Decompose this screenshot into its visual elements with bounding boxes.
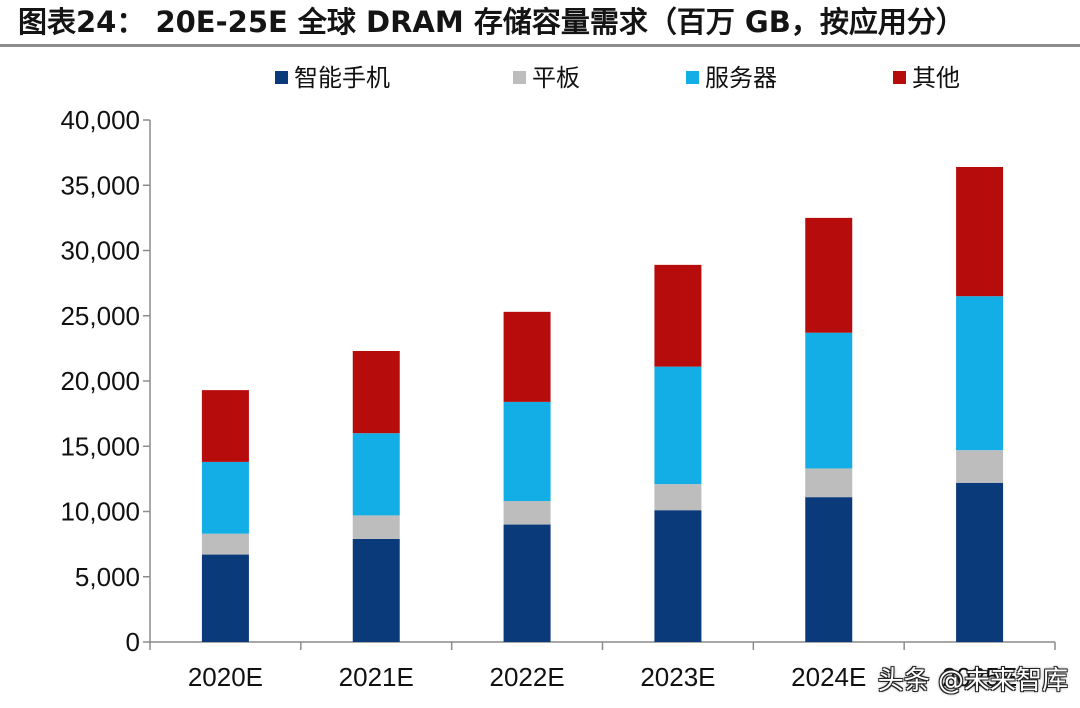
- legend-swatch: [893, 71, 906, 84]
- bar-segment: [805, 332, 853, 469]
- y-tick-label: 30,000: [60, 236, 140, 266]
- bar-segment: [352, 538, 400, 642]
- bar-segment: [956, 166, 1004, 297]
- bar-segment: [805, 217, 853, 333]
- bar-segment: [503, 401, 551, 502]
- watermark: 头条 @未来智库: [878, 660, 1068, 697]
- x-tick-label: 2023E: [640, 662, 715, 692]
- legend-label: 服务器: [705, 64, 777, 92]
- y-tick-label: 40,000: [60, 105, 140, 135]
- x-tick-label: 2021E: [339, 662, 414, 692]
- legend-label: 其他: [912, 64, 960, 92]
- y-tick-label: 0: [126, 627, 140, 657]
- legend-swatch: [513, 71, 526, 84]
- watermark-text: 头条 @未来智库: [877, 666, 1068, 696]
- bar-segment: [201, 390, 249, 462]
- y-tick-label: 5,000: [75, 562, 140, 592]
- bar-segment: [201, 533, 249, 555]
- bar-segment: [805, 468, 853, 498]
- y-tick-label: 25,000: [60, 301, 140, 331]
- bar-segment: [352, 433, 400, 516]
- x-tick-label: 2024E: [791, 662, 866, 692]
- bar-segment: [654, 264, 702, 367]
- x-tick-label: 2020E: [188, 662, 263, 692]
- bar-segment: [201, 461, 249, 534]
- x-tick-label: 2022E: [489, 662, 564, 692]
- bar-segment: [503, 501, 551, 525]
- bar-segment: [654, 366, 702, 485]
- bar-segment: [654, 510, 702, 642]
- page-title: 图表24： 20E-25E 全球 DRAM 存储容量需求（百万 GB，按应用分）: [18, 5, 965, 39]
- bar-segment: [805, 497, 853, 642]
- legend-label: 智能手机: [294, 64, 390, 92]
- title-divider: [0, 44, 1080, 47]
- legend-swatch: [275, 71, 288, 84]
- legend-swatch: [686, 71, 699, 84]
- bar-segment: [352, 350, 400, 434]
- y-tick-label: 20,000: [60, 366, 140, 396]
- y-tick-label: 15,000: [60, 431, 140, 461]
- bar-segment: [956, 450, 1004, 483]
- y-tick-label: 10,000: [60, 497, 140, 527]
- x-tick-label: 2025E: [942, 662, 1017, 692]
- legend-label: 平板: [532, 64, 580, 92]
- bar-segment: [201, 554, 249, 642]
- bar-segment: [503, 524, 551, 642]
- y-tick-label: 35,000: [60, 170, 140, 200]
- bar-segment: [503, 311, 551, 402]
- bar-segment: [956, 482, 1004, 642]
- bar-segment: [352, 515, 400, 539]
- bar-segment: [956, 296, 1004, 451]
- bar-segment: [654, 484, 702, 511]
